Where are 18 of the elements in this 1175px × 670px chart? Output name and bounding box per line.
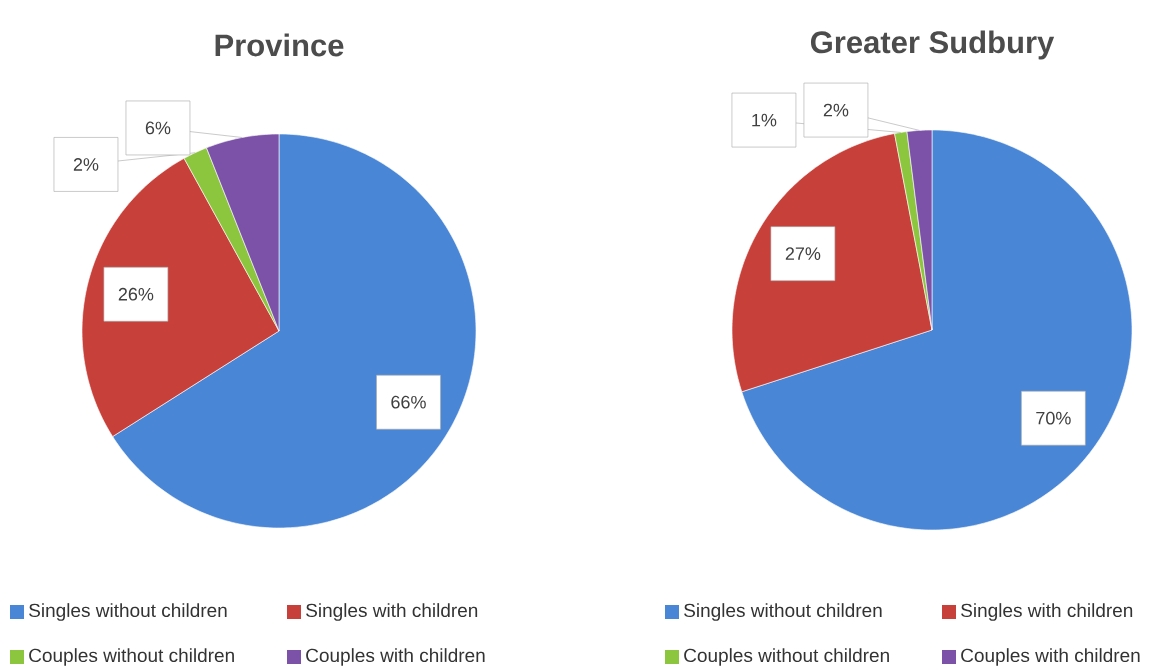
legend-label: Couples without children	[684, 648, 889, 666]
legend-label: Singles with children	[961, 603, 1133, 621]
data-label: 26%	[118, 287, 154, 301]
chart-title: Greater Sudbury	[810, 30, 1055, 60]
data-label: 2%	[823, 103, 849, 117]
data-label: 70%	[1036, 411, 1071, 425]
chart-title: Province	[215, 33, 344, 57]
data-label: 1%	[752, 113, 777, 127]
data-label: 27%	[785, 247, 821, 260]
legend-label: Singles without children	[684, 603, 882, 621]
legend-label: Couples with children	[961, 648, 1140, 666]
data-label: 2%	[73, 158, 99, 171]
legend-label: Couples with children	[306, 648, 485, 666]
data-label: 6%	[145, 121, 171, 135]
legend-label: Singles with children	[306, 603, 478, 621]
legend-label: Couples without children	[29, 648, 234, 666]
legend-label: Singles without children	[29, 603, 227, 621]
data-label: 66%	[391, 395, 426, 409]
